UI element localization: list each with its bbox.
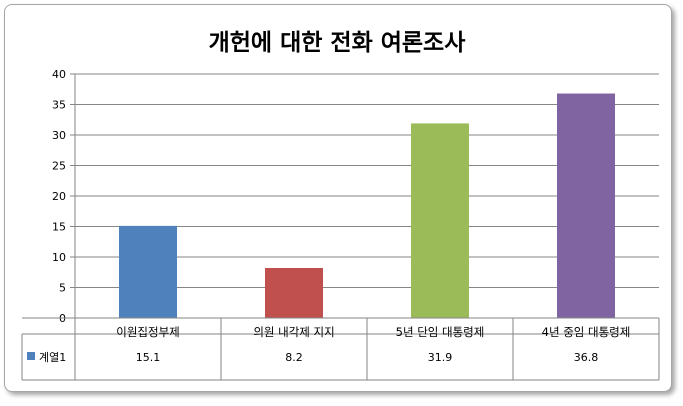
y-axis: 0510152025303540 bbox=[52, 68, 76, 380]
y-tick-label: 25 bbox=[52, 160, 66, 173]
data-value: 36.8 bbox=[574, 351, 599, 364]
category-label: 4년 중임 대통령제 bbox=[542, 325, 631, 339]
legend-key bbox=[27, 352, 35, 360]
y-tick-label: 5 bbox=[59, 282, 66, 295]
data-value: 31.9 bbox=[428, 351, 453, 364]
bar bbox=[265, 267, 323, 318]
bars bbox=[119, 93, 615, 319]
data-value: 15.1 bbox=[136, 351, 161, 364]
bar bbox=[119, 225, 177, 318]
y-tick-label: 15 bbox=[52, 221, 66, 234]
y-tick-label: 35 bbox=[52, 99, 66, 112]
category-label: 이원집정부제 bbox=[116, 325, 179, 339]
category-label: 의원 내각제 지지 bbox=[253, 325, 334, 339]
y-tick-label: 40 bbox=[52, 68, 66, 81]
data-value: 8.2 bbox=[285, 351, 303, 364]
y-tick-label: 10 bbox=[52, 251, 66, 264]
bar bbox=[411, 123, 469, 318]
series-label: 계열1 bbox=[39, 351, 66, 364]
category-label: 5년 단임 대통령제 bbox=[396, 325, 485, 339]
y-tick-label: 30 bbox=[52, 129, 66, 142]
bar bbox=[557, 93, 615, 319]
y-tick-label: 20 bbox=[52, 190, 66, 203]
chart-title: 개헌에 대한 전화 여론조사 bbox=[209, 30, 466, 56]
